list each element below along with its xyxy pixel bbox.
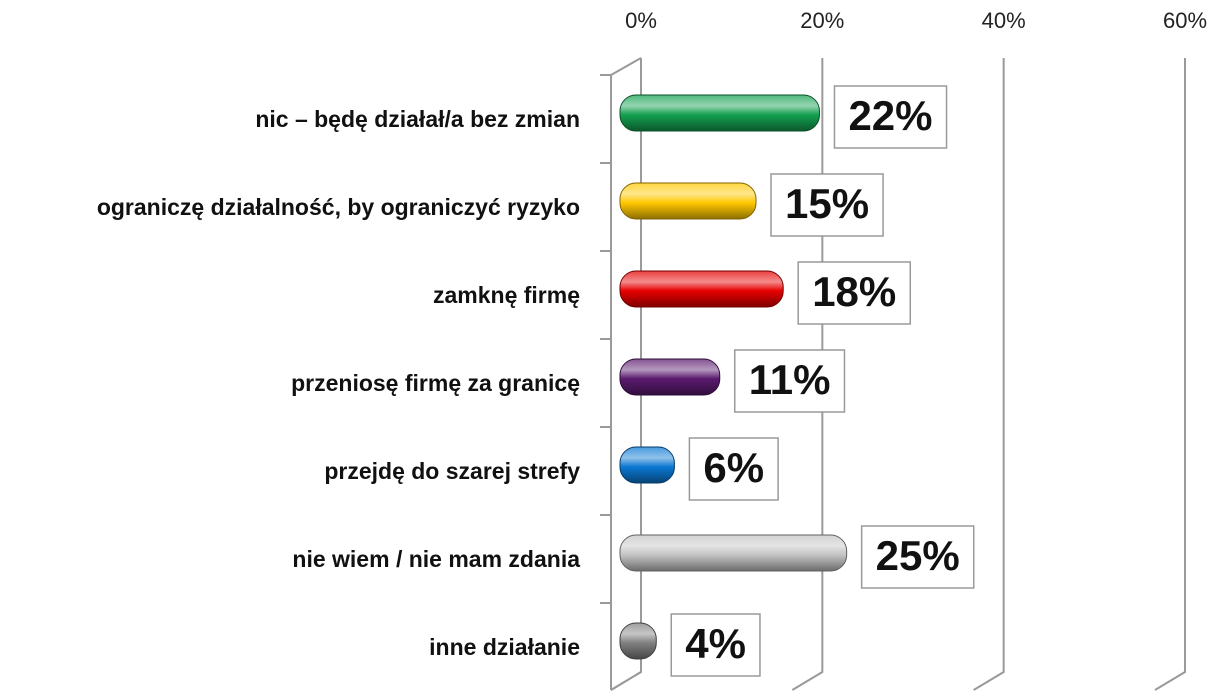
bar [619,358,721,396]
value-label: 4% [685,620,746,667]
category-label: nic – będę działał/a bez zmian [255,106,580,132]
value-label-box [797,261,912,325]
category-label: przejdę do szarej strefy [324,458,580,484]
bar [619,622,657,660]
value-label-box [670,613,761,677]
x-tick-label: 0% [625,8,657,33]
category-label: nie wiem / nie mam zdania [292,546,580,572]
value-label: 18% [812,268,896,315]
axis-edge [610,57,642,76]
bar [619,94,820,132]
value-label-box [833,85,948,149]
value-label-box [733,349,846,413]
value-label: 11% [749,356,831,403]
bar [619,182,757,220]
value-label-box [770,173,884,237]
grid-line [973,58,1005,691]
value-label: 6% [703,444,764,491]
x-tick-label: 20% [800,8,844,33]
bar [619,270,784,308]
category-label: przeniosę firmę za granicę [291,370,580,396]
bar [619,534,848,572]
value-label: 25% [876,532,960,579]
value-label: 22% [848,92,932,139]
grid-line [610,58,642,691]
x-tick-label: 60% [1163,8,1207,33]
grid-line [1154,58,1186,691]
value-label-box [860,525,975,589]
category-label: ograniczę działalność, by ograniczyć ryz… [97,194,580,220]
bar [619,446,675,484]
x-tick-label: 40% [982,8,1026,33]
category-label: zamknę firmę [433,282,580,308]
value-label-box [688,437,779,501]
category-label: inne działanie [429,634,580,660]
value-label: 15% [785,180,869,227]
